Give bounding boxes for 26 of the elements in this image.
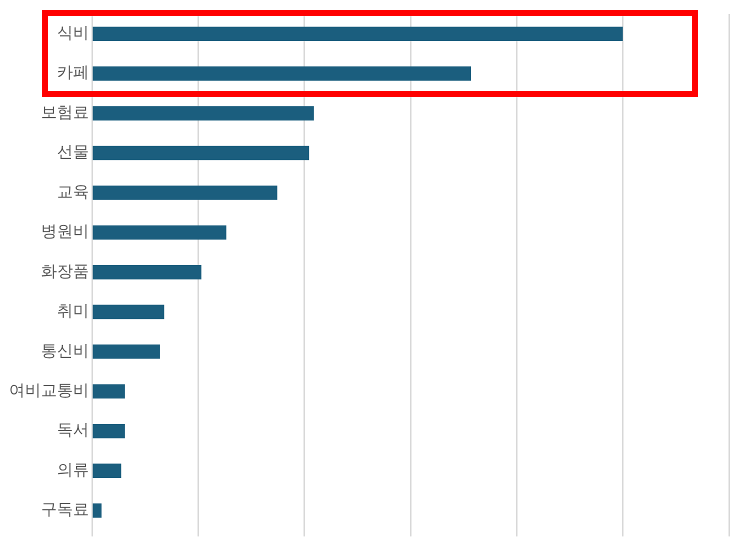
- y-tick-label: 화장품: [41, 261, 89, 280]
- y-tick-label: 보험료: [41, 102, 89, 122]
- y-tick-label: 카페: [57, 62, 89, 82]
- bar: [92, 225, 226, 240]
- y-tick-label: 병원비: [41, 222, 89, 241]
- bar: [92, 344, 160, 359]
- y-tick-label: 의류: [57, 460, 89, 479]
- bar: [92, 503, 102, 518]
- y-tick-label: 구독료: [41, 500, 89, 519]
- bar: [92, 464, 122, 478]
- y-tick-label: 통신비: [41, 340, 89, 360]
- y-tick-label: 교육: [57, 182, 89, 201]
- y-tick-label: 식비: [57, 23, 89, 42]
- bar: [92, 106, 314, 120]
- bar: [92, 304, 164, 320]
- bar: [92, 26, 623, 42]
- y-tick-label: 여비교통비: [9, 380, 89, 400]
- bar: [92, 186, 278, 200]
- y-tick-label: 독서: [57, 420, 89, 440]
- y-tick-label: 취미: [57, 301, 89, 320]
- bar: [92, 66, 472, 81]
- bar: [92, 384, 125, 399]
- bar: [92, 265, 202, 280]
- bar: [92, 424, 125, 438]
- y-tick-label: 선물: [57, 142, 89, 162]
- bar: [92, 146, 310, 160]
